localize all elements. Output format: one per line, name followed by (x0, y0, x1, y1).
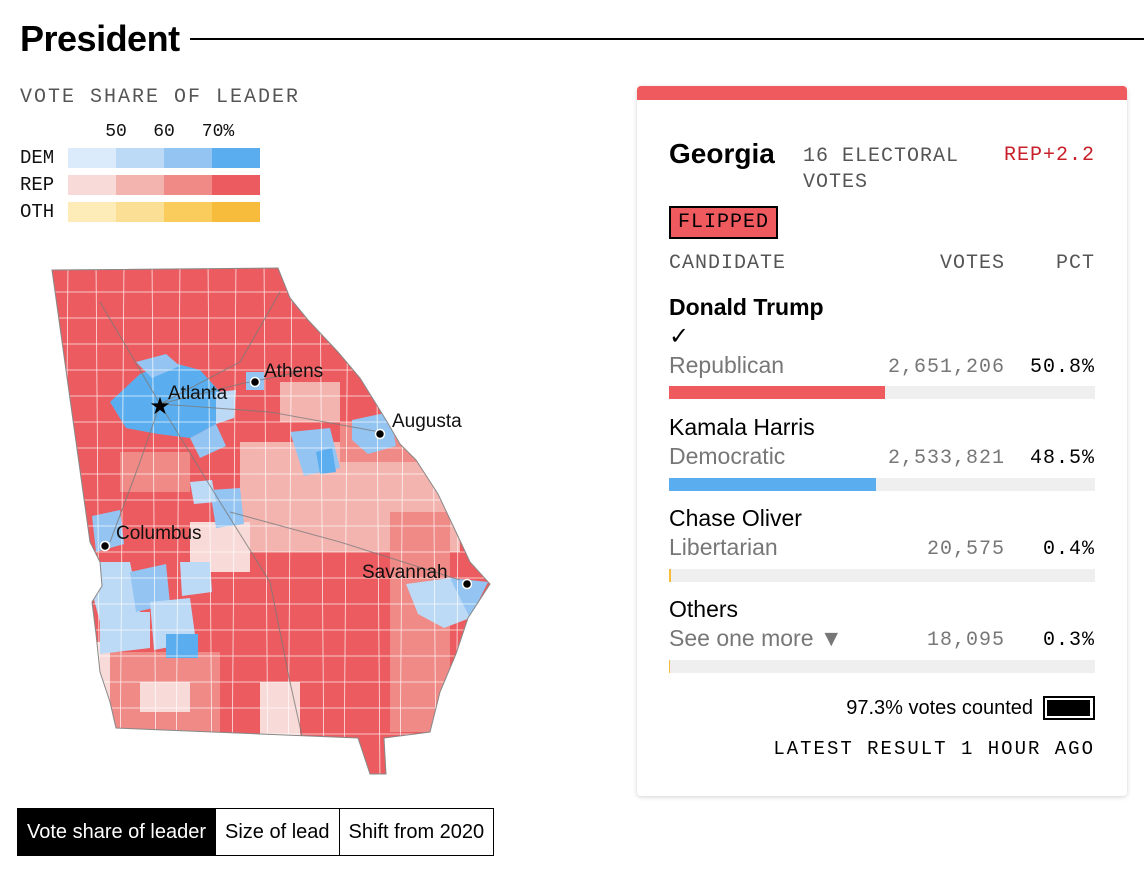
margin-label: REP+2.2 (1003, 144, 1095, 167)
legend-label-oth: OTH (20, 201, 55, 223)
vote-share-bar (669, 478, 1095, 491)
legend-swatch (212, 202, 260, 222)
legend-swatch (68, 202, 116, 222)
candidate-votes: 18,095 (926, 629, 1005, 652)
map-mode-toggle: Vote share of leader Size of lead Shift … (17, 808, 495, 856)
winner-check-icon: ✓ (669, 323, 690, 350)
city-augusta[interactable]: Augusta (374, 411, 463, 440)
electoral-votes: 16 ELECTORAL VOTES (803, 145, 960, 194)
city-label-savannah: Savannah (362, 562, 448, 583)
vote-share-bar (669, 386, 1095, 399)
flipped-badge: FLIPPED (669, 206, 779, 239)
column-header-votes: VOTES (939, 252, 1005, 275)
title-rule (189, 38, 1144, 40)
legend-swatch (68, 148, 116, 168)
city-dot-icon (374, 428, 386, 440)
city-athens[interactable]: Athens (249, 361, 324, 388)
city-columbus[interactable]: Columbus (99, 523, 202, 552)
candidate-name: Others (669, 596, 739, 622)
candidate-votes: 2,651,206 (887, 356, 1005, 379)
legend-swatch (164, 175, 212, 195)
legend-swatch (116, 148, 164, 168)
legend-tick-60: 60 (153, 122, 175, 142)
city-label-augusta: Augusta (392, 411, 462, 432)
legend-tick-50: 50 (105, 122, 127, 142)
card-party-stripe (637, 86, 1127, 100)
votes-counted-fill (1047, 700, 1090, 716)
vote-share-fill (669, 478, 876, 491)
title-row: President (20, 14, 1144, 64)
vote-share-bar (669, 569, 1095, 582)
city-savannah[interactable]: Savannah (362, 562, 473, 590)
candidate-pct: 0.3% (1042, 629, 1095, 652)
city-atlanta[interactable]: ★ Atlanta (149, 383, 227, 420)
map-svg[interactable]: ★ Atlanta Athens Augusta Columbus Savann… (40, 262, 510, 782)
legend-tick-70: 70% (201, 122, 235, 142)
legend-swatch (164, 148, 212, 168)
result-card: Georgia 16 ELECTORAL VOTES REP+2.2 FLIPP… (637, 86, 1127, 796)
candidate-pct: 50.8% (1029, 356, 1095, 379)
toggle-size-of-lead[interactable]: Size of lead (215, 809, 339, 855)
candidate-party: Republican (669, 352, 785, 378)
legend-swatch (164, 202, 212, 222)
candidate-votes: 2,533,821 (887, 447, 1005, 470)
see-more-toggle[interactable]: See one more ▼ (669, 625, 843, 651)
candidate-pct: 48.5% (1029, 447, 1095, 470)
city-label-athens: Athens (264, 361, 323, 382)
city-label-columbus: Columbus (116, 523, 202, 544)
vote-share-fill (669, 386, 886, 399)
candidate-party: Libertarian (669, 534, 778, 560)
toggle-vote-share[interactable]: Vote share of leader (18, 809, 216, 855)
city-label-atlanta: Atlanta (168, 383, 228, 404)
votes-counted: 97.3% votes counted (846, 696, 1095, 720)
votes-counted-label: 97.3% votes counted (846, 696, 1033, 719)
candidate-party: Democratic (669, 443, 786, 469)
legend-swatch (116, 175, 164, 195)
vote-share-bar (669, 660, 1095, 673)
legend-label-rep: REP (20, 174, 55, 196)
votes-counted-progress (1043, 696, 1095, 720)
legend-label-dem: DEM (20, 147, 55, 169)
legend-row-oth: OTH (20, 201, 260, 223)
legend-swatch (68, 175, 116, 195)
capital-star-icon: ★ (149, 393, 171, 420)
column-header-pct: PCT (1055, 252, 1095, 275)
candidate-pct: 0.4% (1042, 538, 1095, 561)
state-name: Georgia (669, 138, 775, 169)
legend-row-rep: REP (20, 174, 260, 196)
candidate-name: Chase Oliver (669, 505, 802, 531)
legend-swatch (212, 148, 260, 168)
georgia-county-map[interactable]: ★ Atlanta Athens Augusta Columbus Savann… (40, 262, 510, 782)
legend-row-dem: DEM (20, 147, 260, 169)
state-outline (51, 267, 491, 775)
page-title: President (20, 18, 180, 59)
city-dot-icon (99, 540, 111, 552)
candidate-votes: 20,575 (926, 538, 1005, 561)
latest-result-time: LATEST RESULT 1 HOUR AGO (773, 738, 1095, 760)
legend-swatch (116, 202, 164, 222)
vote-share-fill (669, 660, 671, 673)
toggle-shift-from-2020[interactable]: Shift from 2020 (338, 809, 494, 855)
candidate-name: Donald Trump (669, 294, 824, 320)
legend-heading: VOTE SHARE OF LEADER (20, 86, 301, 109)
vote-share-fill (669, 569, 671, 582)
candidate-name: Kamala Harris (669, 414, 815, 440)
city-dot-icon (249, 376, 261, 388)
legend-swatch (212, 175, 260, 195)
city-dot-icon (461, 578, 473, 590)
column-header-candidate: CANDIDATE (669, 252, 787, 275)
legend-ticks: 50 60 70% (68, 122, 260, 144)
